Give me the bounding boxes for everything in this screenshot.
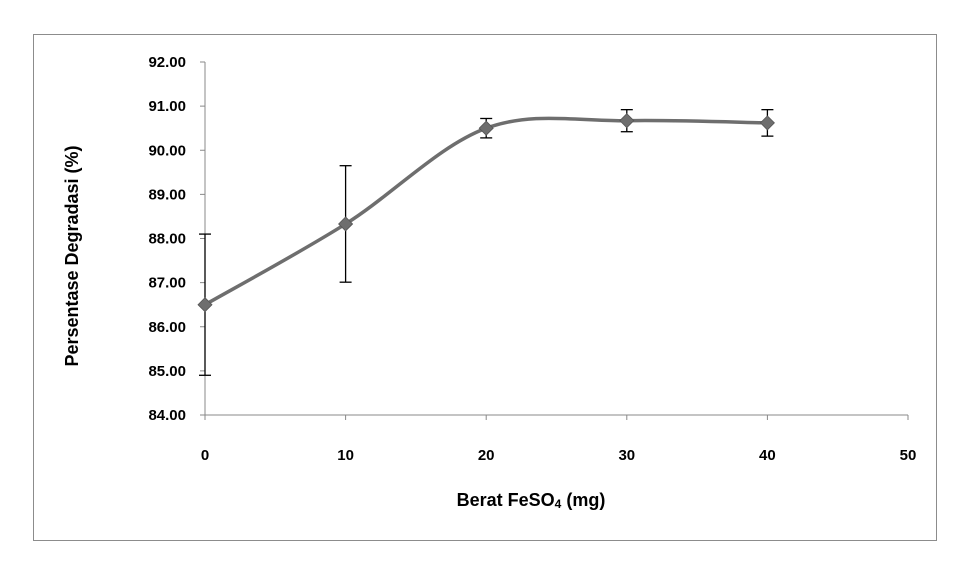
y-tick-label: 88.00 [148, 231, 186, 248]
y-tick-label: 91.00 [148, 98, 186, 115]
data-markers [197, 113, 775, 313]
data-point [478, 120, 494, 136]
y-axis-title: Persentase Degradasi (%) [62, 145, 82, 366]
y-tick-label: 87.00 [148, 275, 186, 292]
data-point [338, 216, 354, 232]
x-tick-label: 50 [900, 447, 917, 464]
y-axis: 84.00 85.00 86.00 87.00 88.00 89.00 90.00 91.00… [148, 54, 206, 424]
x-axis-title-suffix: (mg) [561, 490, 605, 510]
x-axis-title: Berat FeSO4 (mg) [457, 490, 606, 511]
y-tick-label: 84.00 [148, 407, 186, 424]
y-tick-label: 89.00 [148, 186, 186, 203]
data-point [759, 115, 775, 131]
chart-svg: 84.00 85.00 86.00 87.00 88.00 89.00 90.00 91.00… [62, 54, 917, 511]
y-tick-label: 92.00 [148, 54, 186, 71]
x-tick-label: 30 [618, 447, 635, 464]
series-line [203, 116, 770, 307]
y-tick-label: 86.00 [148, 319, 186, 336]
chart-frame: 84.00 85.00 86.00 87.00 88.00 89.00 90.00 91.00… [33, 34, 937, 541]
data-point [197, 297, 213, 313]
x-tick-label: 40 [759, 447, 776, 464]
data-point [619, 113, 635, 129]
x-tick-label: 20 [478, 447, 495, 464]
x-axis: 0 10 20 30 40 50 [201, 414, 917, 464]
x-tick-label: 0 [201, 447, 209, 464]
x-axis-title-main: Berat FeSO [457, 490, 555, 510]
y-tick-label: 90.00 [148, 142, 186, 159]
x-axis-title-subscript: 4 [555, 497, 562, 511]
y-tick-label: 85.00 [148, 363, 186, 380]
x-tick-label: 10 [337, 447, 354, 464]
error-bars [199, 109, 774, 376]
